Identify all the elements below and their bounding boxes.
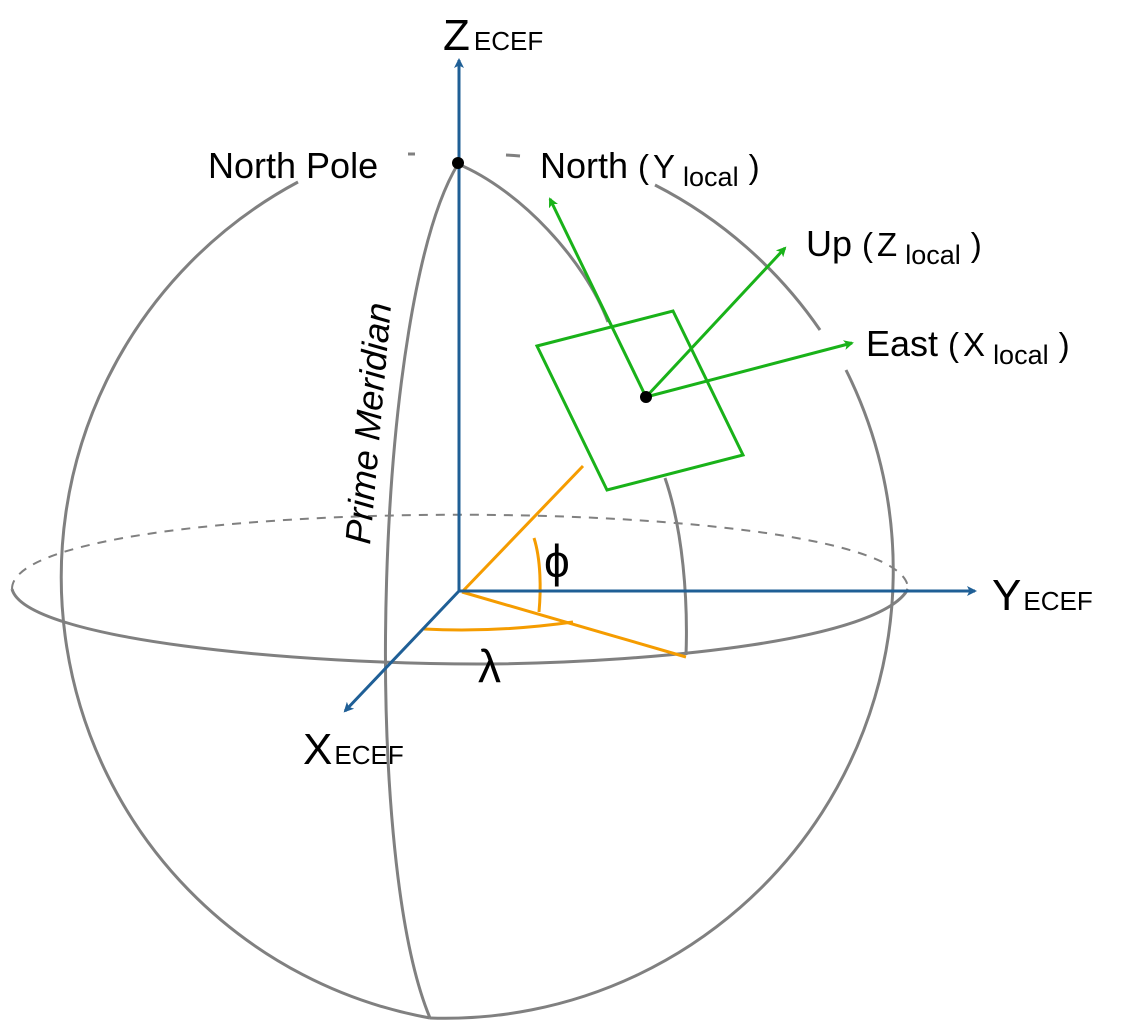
- local-meridian: [457, 162, 688, 656]
- north-pole-label: North Pole: [208, 145, 378, 186]
- local-frame: [534, 197, 854, 492]
- z-ecef-label: Z ECEF: [443, 11, 543, 60]
- x-ecef-axis: [343, 589, 461, 713]
- east-axis: [645, 340, 854, 399]
- sphere-outline-right-upper: [654, 183, 822, 331]
- sphere-outline-bottom: [429, 369, 895, 1020]
- longitude-arc: [423, 620, 574, 632]
- local-origin-point: [640, 391, 652, 403]
- radius-to-point: [460, 464, 585, 594]
- sphere-outline-left: [59, 180, 431, 1020]
- up-axis: [644, 246, 787, 399]
- prime-meridian-line: [384, 163, 460, 1019]
- angle-construction: [423, 464, 687, 659]
- tangent-plane: [534, 309, 746, 492]
- local-meridian-upper: [457, 162, 610, 323]
- ecef-axes: [343, 58, 977, 713]
- sphere-outline-top-right: [505, 153, 521, 158]
- equator-front: [10, 588, 910, 666]
- x-ecef-label: XECEF: [303, 725, 404, 774]
- north-axis: [548, 197, 648, 398]
- y-ecef-label: YECEF: [992, 571, 1093, 620]
- latitude-symbol: ϕ: [544, 535, 570, 587]
- sphere: [59, 152, 895, 1020]
- latitude-arc: [532, 537, 542, 613]
- local-meridian-lower: [663, 477, 688, 656]
- longitude-symbol: λ: [478, 640, 501, 692]
- north-pole-point: [452, 157, 464, 169]
- equatorial-projection: [461, 590, 687, 659]
